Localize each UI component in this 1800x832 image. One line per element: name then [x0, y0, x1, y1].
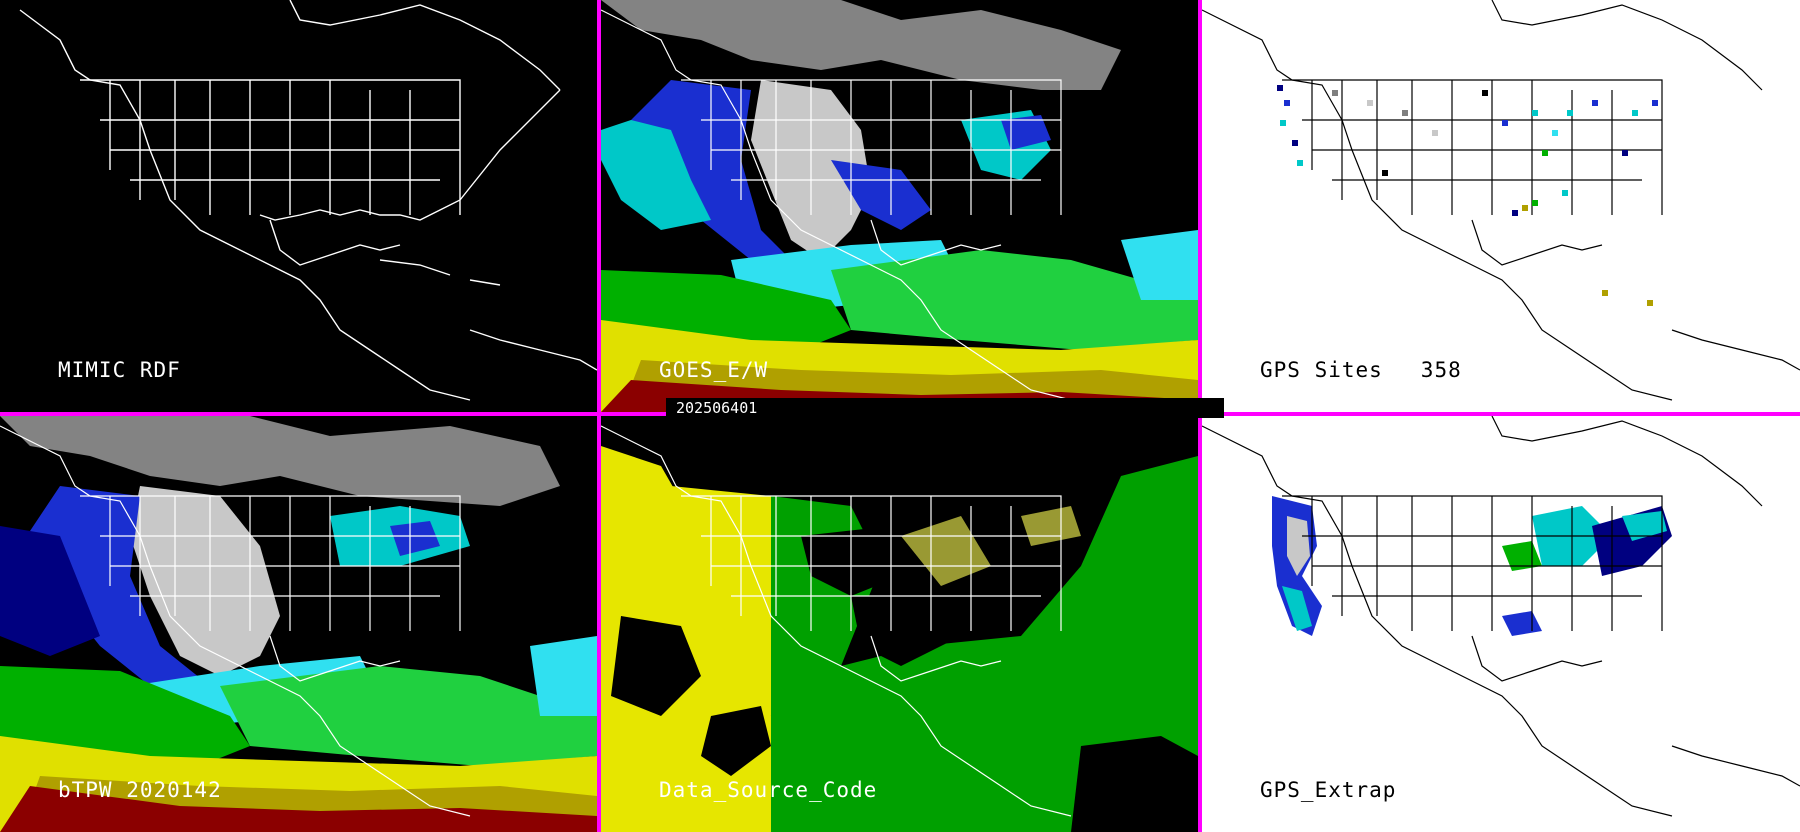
tpw-field-goes — [601, 0, 1198, 412]
map-outline-mimic — [19, 0, 597, 401]
panel-label: GPS Sites 358 — [1260, 358, 1462, 382]
gps-site-map — [1202, 0, 1800, 401]
panel-label: GOES_E/W — [659, 358, 769, 382]
gps-extrap-map — [1202, 416, 1800, 817]
panel-gps-extrap: GPS_Extrap — [1202, 416, 1800, 832]
gps-site-markers — [1277, 85, 1658, 306]
gps-sites-label: GPS Sites — [1260, 358, 1383, 382]
panel-label: bTPW 2020142 — [58, 778, 222, 802]
timestamp-bar: 202506401 — [666, 398, 1224, 418]
panel-btpw: bTPW 2020142 — [0, 416, 597, 832]
panel-label: GPS_Extrap — [1260, 778, 1397, 802]
tpw-field-btpw — [0, 416, 597, 832]
data-source-map — [601, 416, 1198, 832]
panel-gps-sites: GPS Sites 358 — [1202, 0, 1800, 412]
panel-label: MIMIC RDF — [58, 358, 181, 382]
panel-goes-ew: GOES_E/W — [601, 0, 1198, 412]
panel-mimic-rdf: MIMIC RDF — [0, 0, 597, 412]
panel-data-source: Data_Source_Code — [601, 416, 1198, 832]
panel-label: Data_Source_Code — [659, 778, 878, 802]
gps-sites-count: 358 — [1420, 358, 1462, 382]
